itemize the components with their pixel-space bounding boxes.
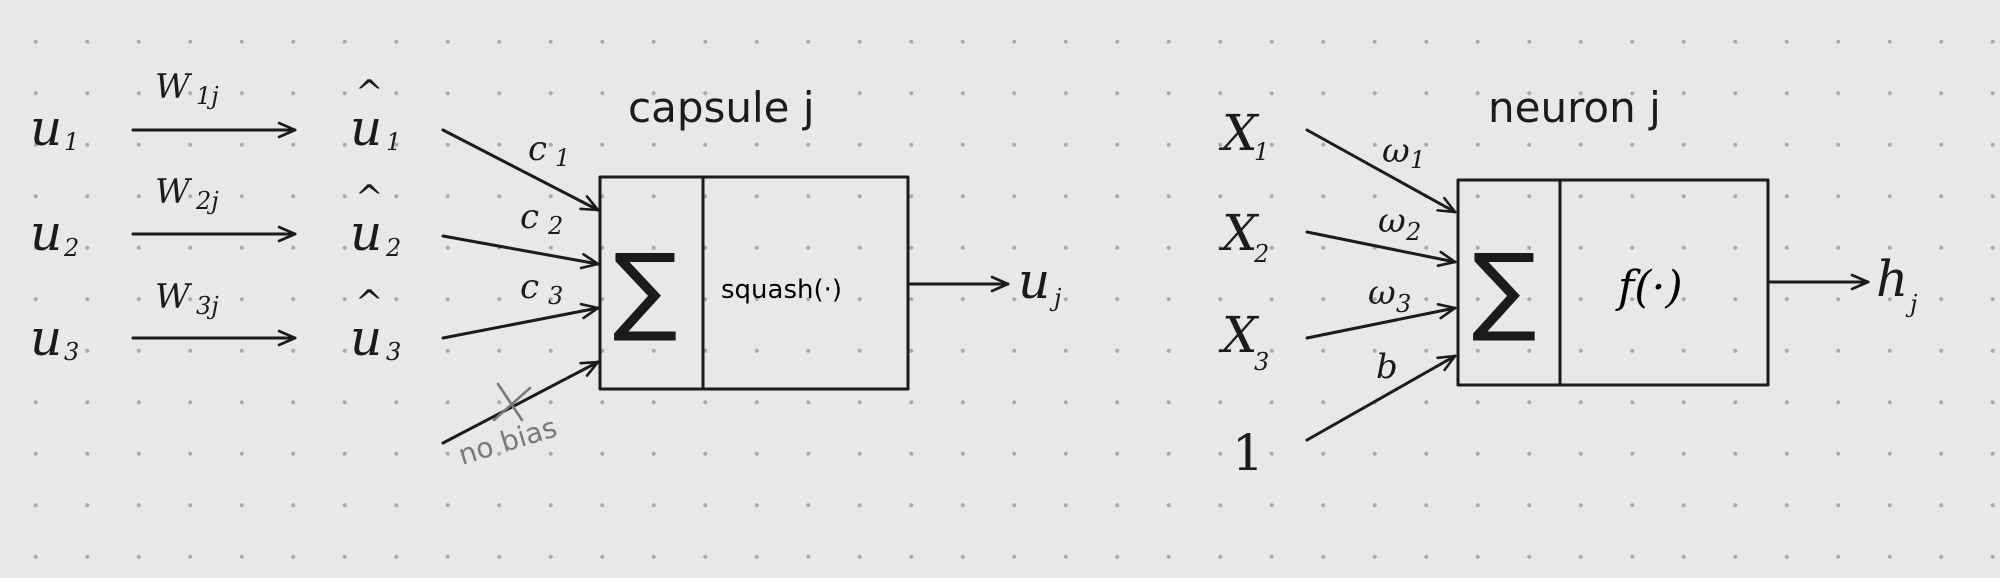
neuron-sum-symbol: ∑ [1472, 233, 1537, 345]
capsule-coef-label-1: c 1 [528, 129, 570, 172]
capsule-weight-label-1: W 1j [155, 67, 219, 110]
capsule-input-u2: u 2 [30, 204, 79, 262]
svg-text:h: h [1876, 250, 1908, 308]
neuron-weight-arrow-2 [1305, 230, 1457, 267]
capsule-bias-arrow [441, 360, 600, 445]
neuron-bias-input: 1 [1232, 424, 1264, 482]
capsule-coef-label-2: c 2 [520, 197, 563, 240]
svg-text:ω: ω [1368, 273, 1396, 313]
svg-text:3: 3 [548, 282, 563, 310]
capsule-weight-label-2: W 2j [155, 172, 219, 215]
neuron-bias-weight: b [1376, 347, 1398, 387]
svg-text:W: W [155, 277, 193, 317]
neuron-box: ∑ f(·) [1456, 178, 1770, 387]
capsule-input-u1: u 1 [30, 99, 79, 157]
neuron-weight-arrow-3 [1305, 303, 1457, 340]
svg-text:j: j [1049, 284, 1062, 312]
neuron-weight-label-3: ω 3 [1368, 273, 1411, 318]
svg-text:1: 1 [1410, 146, 1425, 174]
svg-text:c: c [520, 197, 539, 237]
capsule-uhat-3: ^ u 3 [350, 283, 401, 367]
capsule-title: capsule j [628, 83, 815, 132]
capsule-coupling-arrow-2 [441, 234, 600, 270]
svg-text:ω: ω [1378, 201, 1406, 241]
svg-text:1: 1 [64, 128, 79, 156]
capsule-diagram: u 1 u 2 u 3 W 1j W 2j W 3j ^ u [30, 67, 1062, 472]
neuron-weight-arrow-1 [1305, 128, 1457, 214]
capsule-weight-label-3: W 3j [155, 277, 219, 320]
neuron-input-x2: X 2 [1218, 204, 1269, 268]
capsule-squash-function: squash(·) [721, 275, 842, 305]
svg-text:1: 1 [1254, 138, 1269, 166]
svg-text:2: 2 [1405, 218, 1421, 246]
capsule-coupling-arrow-1 [441, 128, 600, 212]
svg-text:3: 3 [64, 338, 79, 366]
svg-text:3j: 3j [196, 292, 219, 320]
svg-text:2: 2 [385, 234, 401, 262]
svg-text:u: u [350, 309, 382, 367]
capsule-coef-label-3: c 3 [520, 267, 563, 310]
capsule-sum-symbol: ∑ [613, 233, 678, 345]
bias-cross-mark [492, 382, 532, 422]
neuron-bias-arrow [1305, 354, 1457, 442]
neuron-input-x1: X 1 [1218, 104, 1269, 166]
svg-text:W: W [155, 67, 193, 107]
svg-text:^: ^ [355, 73, 384, 113]
svg-text:u: u [30, 99, 62, 157]
svg-text:u: u [350, 204, 382, 262]
capsule-coupling-arrow-3 [441, 302, 600, 340]
svg-text:3: 3 [1396, 290, 1411, 318]
bias-note: no bias [454, 411, 560, 472]
svg-text:3: 3 [386, 338, 401, 366]
neuron-title: neuron j [1488, 83, 1661, 132]
svg-text:2: 2 [1253, 240, 1269, 268]
svg-text:X: X [1218, 306, 1260, 364]
neuron-diagram: X 1 X 2 X 3 1 neuron arrows ω 1 ω 2 ω 3 … [1218, 83, 1918, 482]
capsule-input-u3: u 3 [30, 309, 79, 367]
svg-text:^: ^ [355, 178, 384, 218]
neuron-output: h j [1876, 250, 1918, 318]
neuron-activation-function: f(·) [1615, 262, 1683, 313]
svg-text:c: c [520, 267, 539, 307]
svg-text:2: 2 [63, 234, 79, 262]
svg-text:u: u [30, 309, 62, 367]
svg-text:^: ^ [355, 283, 384, 323]
svg-text:1: 1 [555, 144, 570, 172]
svg-text:W: W [155, 172, 193, 212]
neuron-weight-label-2: ω 2 [1378, 201, 1421, 246]
svg-text:u: u [350, 99, 382, 157]
svg-text:2: 2 [547, 212, 563, 240]
capsule-uhat-2: ^ u 2 [350, 178, 401, 262]
neuron-input-x3: X 3 [1218, 306, 1269, 376]
svg-text:1j: 1j [196, 82, 219, 110]
capsule-box: ∑ squash(·) [598, 175, 910, 391]
capsule-uhat-1: ^ u 1 [350, 73, 401, 157]
svg-text:ω: ω [1382, 131, 1410, 171]
svg-text:X: X [1218, 104, 1260, 162]
svg-text:u: u [30, 204, 62, 262]
svg-text:u: u [1018, 252, 1050, 310]
svg-text:1: 1 [386, 128, 401, 156]
capsule-output: u j [1018, 252, 1062, 312]
svg-text:c: c [528, 129, 547, 169]
neuron-weight-label-1: ω 1 [1382, 131, 1425, 174]
svg-text:3: 3 [1254, 348, 1269, 376]
svg-text:X: X [1218, 204, 1260, 262]
svg-text:2j: 2j [195, 187, 219, 215]
